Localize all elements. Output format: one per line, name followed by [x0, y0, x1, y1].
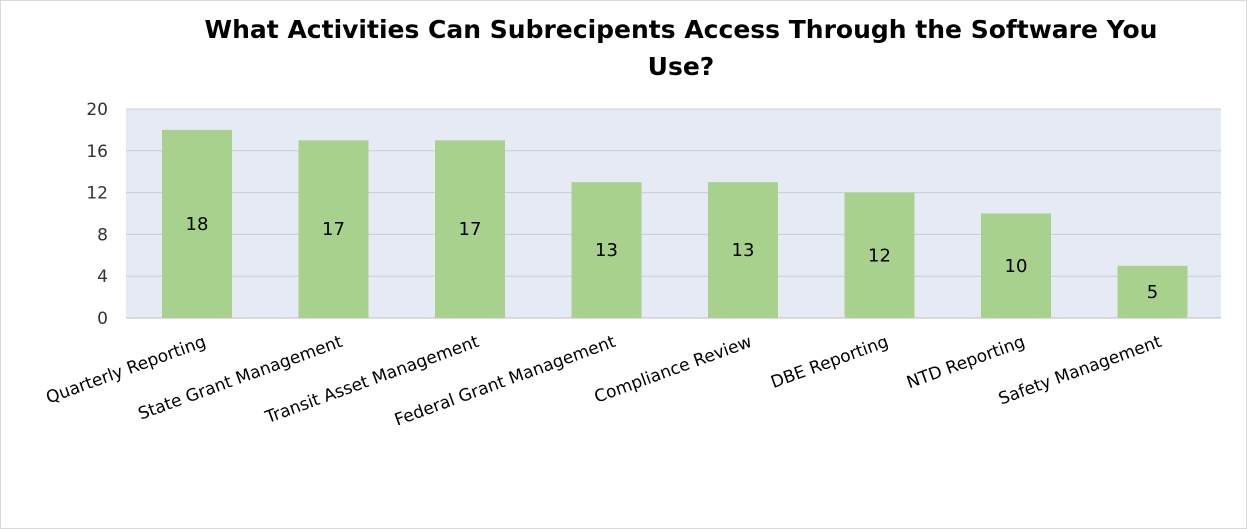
- y-tick-label: 8: [97, 225, 108, 245]
- data-labels: 18 17 17 13 13 12 10 5: [186, 214, 1159, 303]
- x-category-label: Federal Grant Management: [392, 332, 619, 431]
- bar: [844, 192, 915, 318]
- y-tick-label: 0: [97, 309, 108, 329]
- bar: [1117, 265, 1188, 318]
- bar: [435, 140, 505, 318]
- data-label: 13: [595, 240, 618, 261]
- plot-area-background: [126, 109, 1221, 318]
- y-tick-label: 16: [86, 142, 108, 162]
- bar: [981, 213, 1051, 318]
- data-label: 18: [186, 214, 209, 235]
- y-tick-label: 20: [86, 100, 108, 120]
- x-category-label: NTD Reporting: [904, 332, 1028, 393]
- data-label: 12: [868, 245, 891, 266]
- bar: [162, 129, 232, 318]
- x-category-label: Compliance Review: [592, 332, 755, 408]
- data-label: 10: [1005, 256, 1028, 277]
- x-category-label: Transit Asset Management: [262, 332, 482, 428]
- chart-title: What Activities Can Subrecipents Access …: [204, 15, 1158, 81]
- bar: [298, 140, 369, 318]
- bar: [571, 182, 642, 318]
- data-label: 17: [322, 219, 345, 240]
- x-category-label: DBE Reporting: [768, 332, 891, 393]
- y-axis-ticks: 0 4 8 12 16 20: [86, 100, 108, 329]
- data-label: 17: [459, 219, 482, 240]
- y-tick-label: 4: [97, 267, 108, 287]
- data-label: 13: [732, 240, 755, 261]
- y-tick-label: 12: [86, 184, 108, 204]
- bar: [708, 182, 778, 318]
- bars: [162, 129, 1188, 318]
- data-label: 5: [1147, 282, 1158, 303]
